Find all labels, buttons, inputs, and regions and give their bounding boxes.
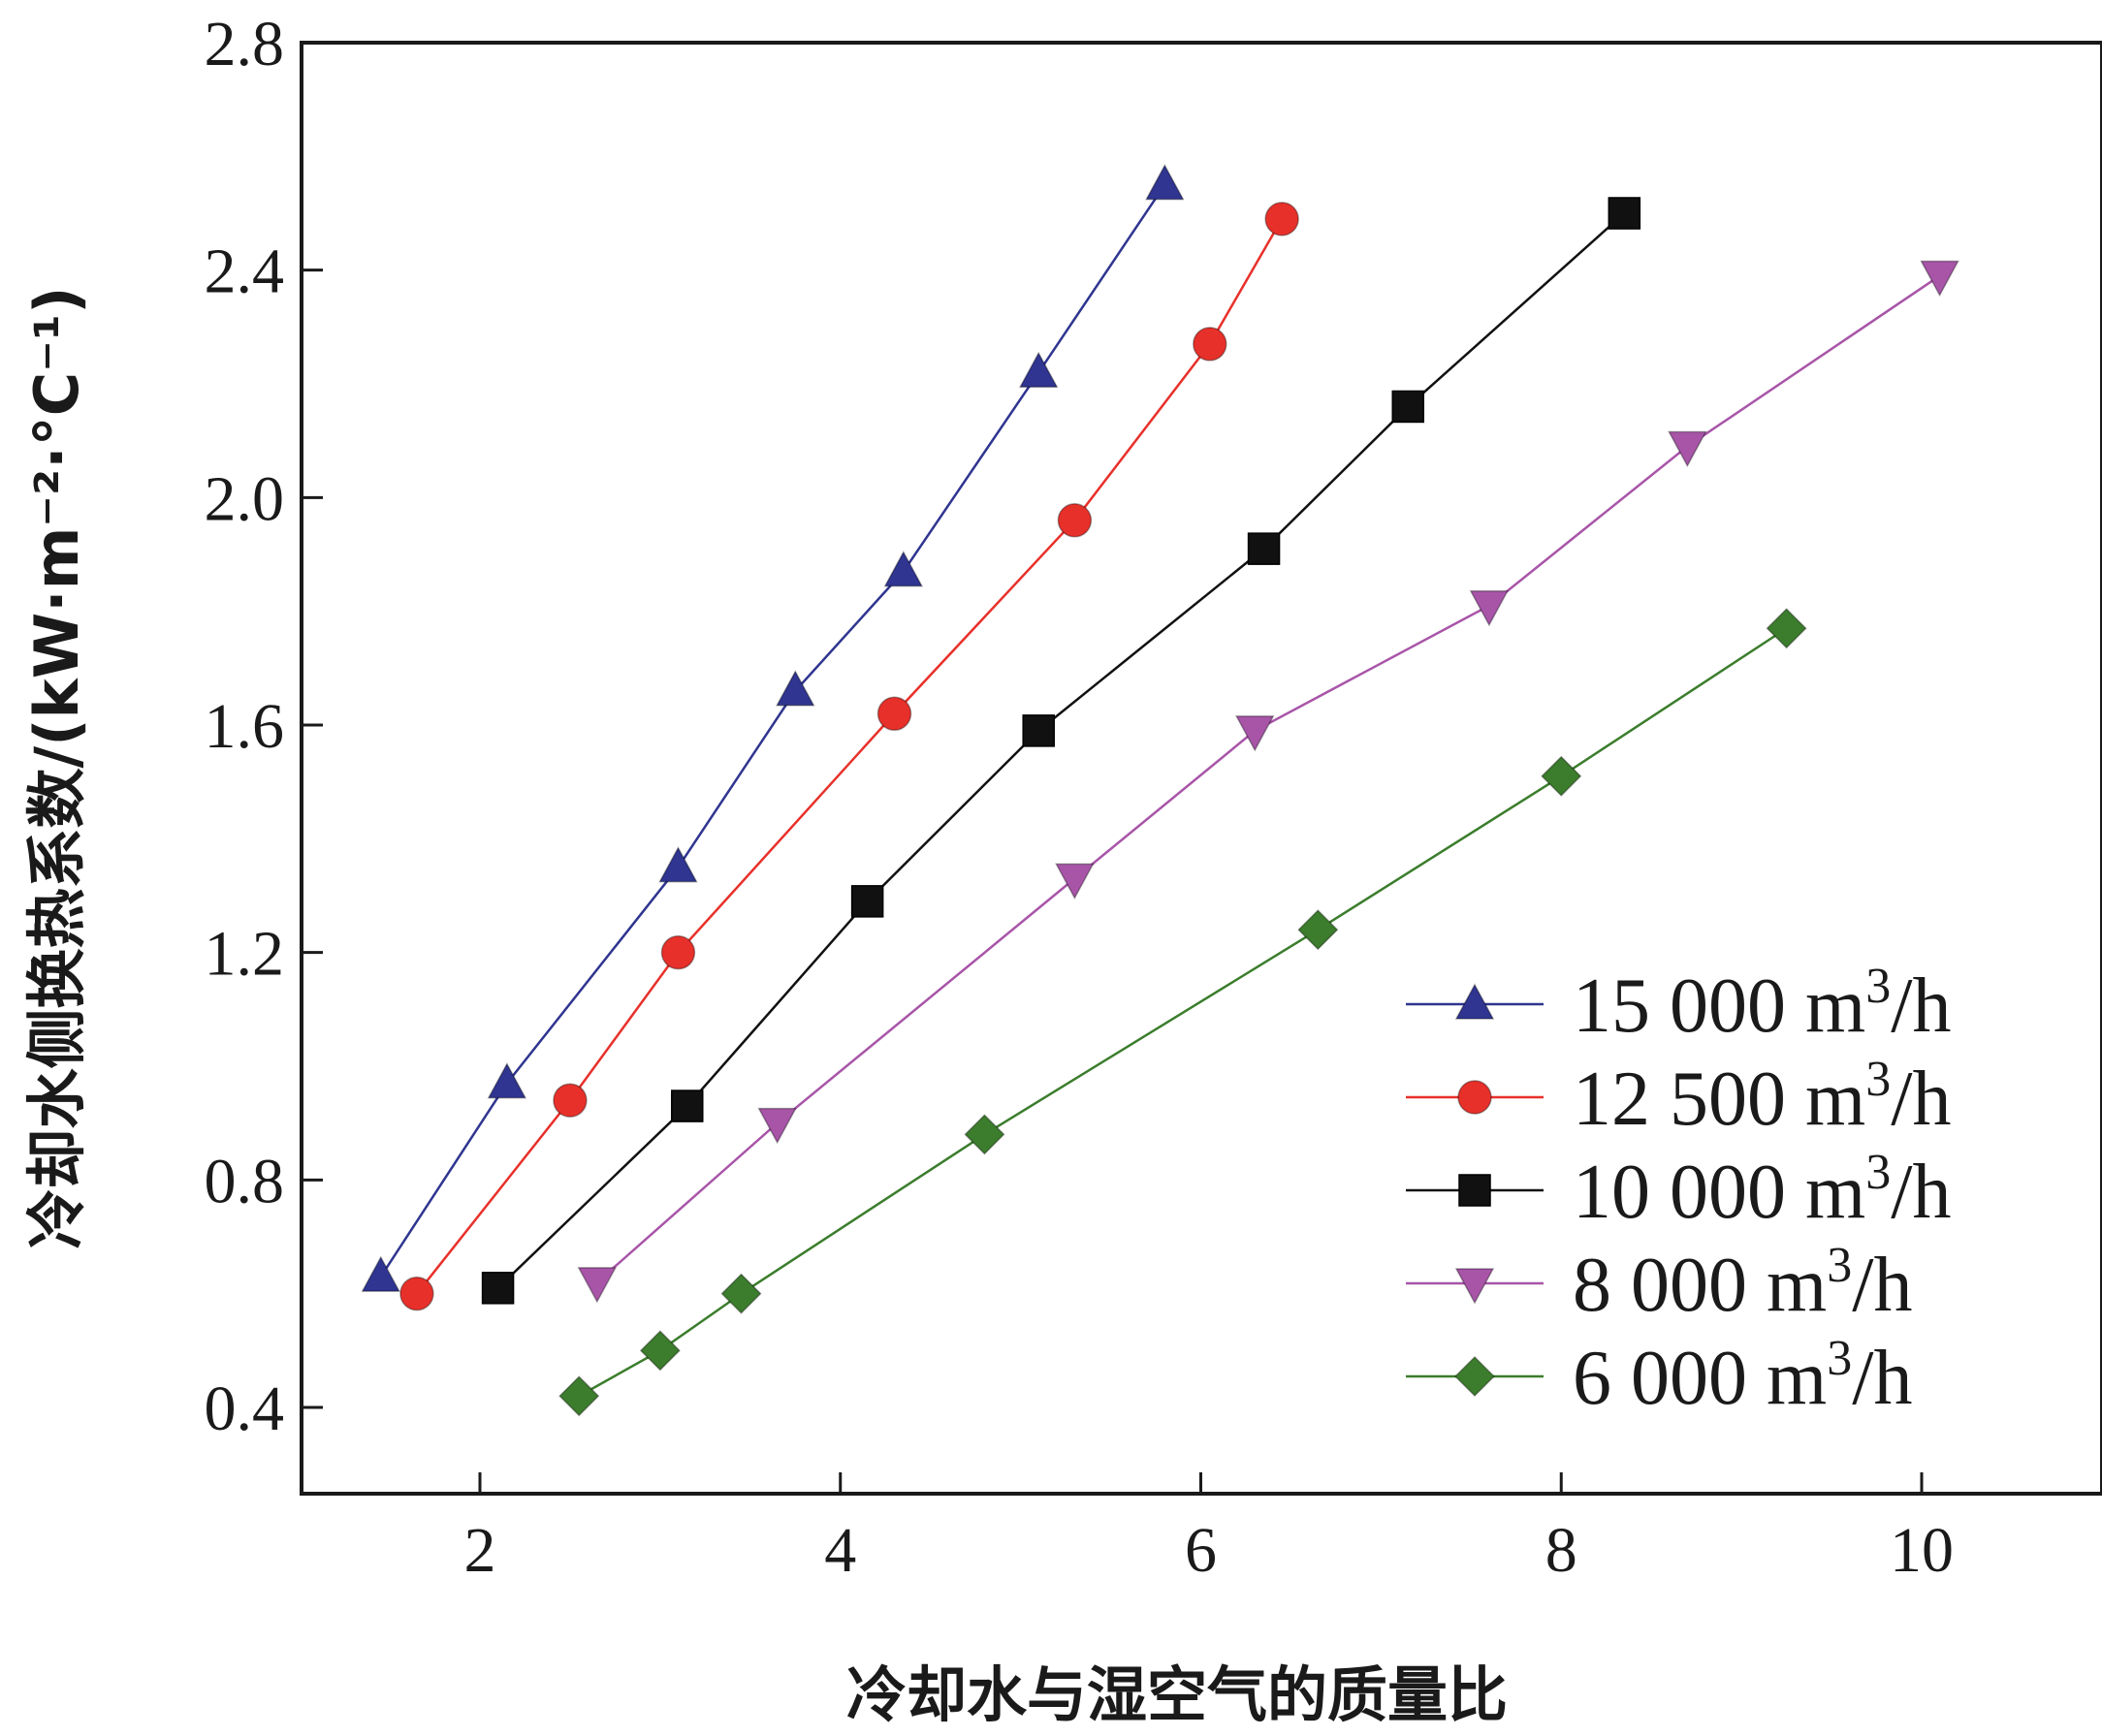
- legend-item: 8 000 m3/h: [1406, 1238, 1912, 1328]
- data-point: [1018, 351, 1059, 389]
- axis-ticks: [302, 41, 1924, 1494]
- data-point: [361, 1255, 401, 1292]
- data-point: [1055, 863, 1095, 900]
- data-point: [720, 1273, 762, 1314]
- legend-item: 12 500 m3/h: [1406, 1052, 1951, 1142]
- data-point: [1608, 197, 1641, 230]
- legend-item: 10 000 m3/h: [1406, 1145, 1951, 1235]
- data-point: [660, 934, 696, 970]
- data-point: [1057, 503, 1093, 538]
- data-point: [671, 1089, 704, 1122]
- legend-label: 6 000 m3/h: [1573, 1331, 1912, 1421]
- legend-label: 12 500 m3/h: [1573, 1052, 1951, 1142]
- data-point: [481, 1272, 515, 1305]
- series-layer: [361, 164, 1959, 1417]
- data-point: [399, 1276, 434, 1311]
- series-line: [496, 212, 1626, 1289]
- data-point: [487, 1062, 527, 1099]
- data-point: [1766, 608, 1807, 649]
- legend-marker: [1454, 983, 1495, 1020]
- y-axis-title: 冷却水侧换热系数/(kW·m⁻²·°C⁻¹): [21, 287, 92, 1249]
- data-point: [658, 846, 698, 883]
- legend-label: 15 000 m3/h: [1573, 959, 1951, 1049]
- y-tick-label: 2.4: [205, 237, 285, 307]
- data-point: [553, 1083, 588, 1118]
- legend-marker: [1454, 1268, 1495, 1305]
- data-point: [1193, 327, 1227, 362]
- axis-tick-labels: 2 4 6 8 10 0.4 0.8 1.2 1.6 2.0 2.4 2.8: [205, 9, 1955, 1586]
- y-tick-label: 1.6: [205, 691, 285, 762]
- data-point: [639, 1330, 681, 1372]
- data-point: [1391, 390, 1425, 424]
- legend-label: 10 000 m3/h: [1573, 1145, 1951, 1235]
- y-tick-label: 0.4: [205, 1373, 285, 1444]
- data-point: [757, 1107, 797, 1145]
- legend: 15 000 m3/h12 500 m3/h10 000 m3/h8 000 m…: [1406, 959, 1951, 1421]
- series-3: [577, 260, 1959, 1304]
- data-point: [1297, 909, 1339, 951]
- data-point: [1541, 755, 1582, 797]
- legend-item: 15 000 m3/h: [1406, 959, 1951, 1049]
- series-1: [399, 202, 1299, 1311]
- data-point: [876, 696, 912, 732]
- data-point: [1264, 202, 1299, 237]
- data-point: [1145, 164, 1185, 201]
- x-axis-title: 冷却水与湿空气的质量比: [846, 1659, 1508, 1730]
- data-point: [577, 1267, 618, 1304]
- series-0: [361, 164, 1185, 1292]
- data-point: [964, 1114, 1005, 1155]
- data-point: [850, 885, 884, 918]
- data-point: [1235, 715, 1275, 752]
- x-tick-label: 10: [1890, 1515, 1954, 1586]
- y-tick-label: 1.2: [205, 919, 285, 990]
- data-point: [1022, 714, 1055, 747]
- data-point: [1469, 590, 1510, 627]
- y-tick-label: 2.0: [205, 463, 285, 534]
- data-point: [883, 551, 924, 587]
- legend-item: 6 000 m3/h: [1406, 1331, 1912, 1421]
- data-point: [1920, 260, 1959, 298]
- series-2: [481, 197, 1641, 1305]
- data-point: [1247, 532, 1281, 565]
- x-tick-label: 4: [824, 1515, 856, 1586]
- legend-label: 8 000 m3/h: [1573, 1238, 1912, 1328]
- legend-marker: [1457, 1080, 1492, 1115]
- data-point: [776, 670, 815, 707]
- series-4: [558, 608, 1807, 1417]
- legend-marker: [1458, 1174, 1491, 1207]
- legend-marker: [1453, 1355, 1496, 1398]
- x-tick-label: 2: [464, 1515, 496, 1586]
- x-tick-label: 8: [1545, 1515, 1577, 1586]
- x-tick-label: 6: [1185, 1515, 1217, 1586]
- data-point: [558, 1375, 600, 1417]
- y-tick-label: 0.8: [205, 1146, 285, 1216]
- series-line: [415, 218, 1284, 1295]
- data-point: [1668, 430, 1707, 468]
- y-tick-label: 2.8: [205, 9, 285, 79]
